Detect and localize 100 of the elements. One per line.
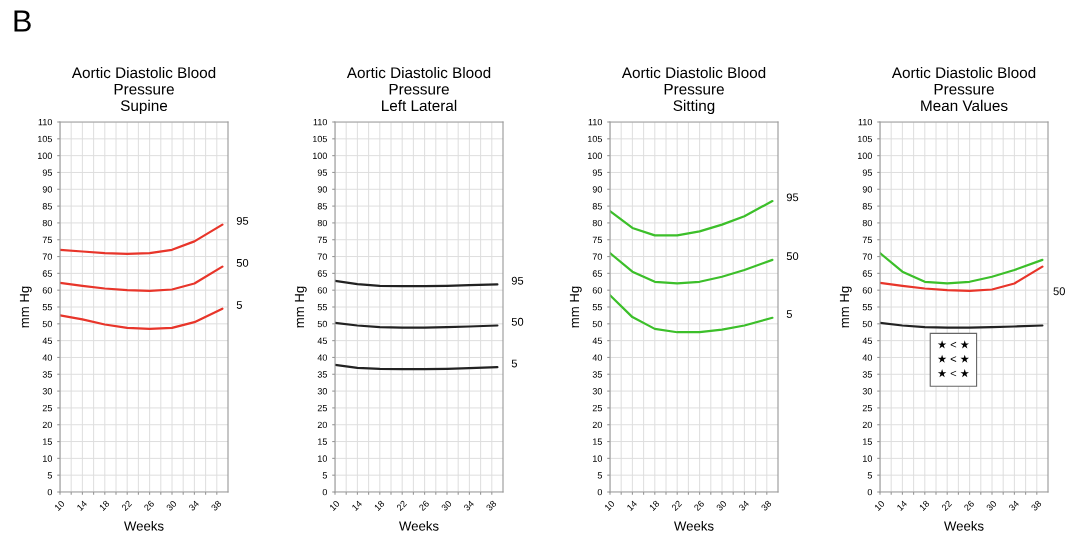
series-label: 5 — [511, 359, 517, 368]
y-tick-label: 65 — [862, 270, 872, 277]
y-tick-label: 50 — [862, 320, 873, 328]
x-tick-label: 18 — [98, 500, 110, 511]
line-series — [60, 307, 224, 330]
y-tick-label: 80 — [317, 219, 328, 227]
line-series — [610, 199, 774, 237]
y-tick-label: 85 — [317, 203, 327, 210]
y-tick-label: 85 — [42, 203, 52, 210]
y-axis-title: mm Hg — [294, 286, 307, 328]
x-tick-label: 26 — [418, 500, 430, 512]
series-label: 50 — [236, 258, 249, 267]
y-tick-label: 100 — [587, 152, 603, 159]
y-tick-label: 60 — [317, 287, 328, 294]
y-axis-title: mm Hg — [569, 286, 582, 328]
y-tick-label: 70 — [317, 253, 328, 260]
y-tick-label: 25 — [862, 404, 872, 412]
y-tick-label: 95 — [862, 169, 872, 176]
y-tick-label: 25 — [42, 404, 52, 412]
series-label: 50 — [511, 317, 524, 326]
y-tick-label: 35 — [317, 371, 327, 378]
y-tick-label: 15 — [863, 438, 872, 445]
x-tick-label: 34 — [463, 499, 475, 512]
text: 50 — [1053, 287, 1065, 296]
x-tick-label: 14 — [76, 500, 88, 511]
x-tick-label: 10 — [54, 500, 66, 511]
y-tick-label: 60 — [862, 287, 873, 294]
y-tick-label: 40 — [317, 354, 328, 361]
y-tick-label: 55 — [592, 304, 602, 311]
series-label: 95 — [236, 216, 249, 225]
y-tick-label: 0 — [47, 488, 53, 496]
x-tick-label: 22 — [671, 500, 683, 512]
y-tick-label: 90 — [317, 186, 328, 193]
chart-title: Aortic Diastolic Blood Pressure Left Lateral — [346, 66, 491, 112]
y-tick-label: 110 — [38, 118, 53, 126]
y-tick-label: 90 — [592, 186, 603, 193]
x-tick-label: 26 — [963, 500, 975, 512]
y-tick-label: 55 — [317, 304, 327, 311]
y-tick-label: 50 — [42, 320, 53, 328]
x-tick-label: 10 — [329, 500, 341, 511]
y-tick-label: 50 — [592, 320, 603, 328]
y-tick-label: 10 — [318, 455, 328, 462]
y-tick-label: 15 — [318, 438, 327, 445]
y-tick-label: 25 — [317, 404, 327, 412]
y-tick-label: 35 — [862, 371, 872, 378]
y-tick-label: 100 — [37, 152, 53, 159]
y-tick-label: 10 — [593, 455, 603, 462]
y-tick-label: 0 — [867, 488, 873, 496]
x-tick-label: 30 — [165, 500, 178, 512]
y-tick-label: 90 — [862, 186, 873, 193]
x-tick-label: 10 — [604, 500, 616, 511]
y-tick-label: 35 — [592, 371, 602, 378]
x-tick-label: 38 — [760, 500, 772, 512]
y-tick-label: 105 — [857, 135, 872, 143]
y-tick-label: 20 — [592, 421, 603, 429]
x-axis-title: Weeks — [399, 521, 439, 531]
y-tick-label: 55 — [862, 304, 872, 311]
y-tick-label: 70 — [42, 253, 53, 260]
x-axis-title: Weeks — [124, 521, 164, 531]
series-label: 5 — [236, 301, 242, 309]
y-tick-label: 80 — [592, 219, 603, 227]
x-tick-label: 38 — [1030, 500, 1042, 512]
y-tick-label: 45 — [42, 337, 52, 344]
y-tick-label: 75 — [42, 236, 52, 244]
y-tick-label: 105 — [587, 135, 602, 143]
y-tick-label: 75 — [317, 236, 327, 244]
x-tick-label: 26 — [693, 500, 705, 512]
chart-title: Aortic Diastolic Blood Pressure Sitting — [621, 66, 766, 115]
y-tick-label: 30 — [592, 388, 603, 395]
line-series — [880, 252, 1044, 285]
y-tick-label: 10 — [863, 455, 873, 462]
y-tick-label: 30 — [862, 388, 873, 395]
chart-title: Aortic Diastolic Blood Pressure Mean Values — [891, 66, 1036, 112]
y-tick-label: 40 — [862, 354, 873, 361]
x-tick-label: 10 — [874, 500, 886, 511]
x-tick-label: 34 — [188, 499, 200, 512]
x-tick-label: 22 — [941, 500, 953, 512]
x-tick-label: 22 — [396, 500, 408, 512]
y-tick-label: 85 — [862, 203, 872, 210]
line-series — [60, 223, 224, 255]
y-tick-label: 45 — [592, 337, 602, 344]
line-series — [610, 252, 774, 285]
y-axis-title: mm Hg — [19, 286, 32, 328]
y-tick-label: 100 — [857, 152, 873, 159]
x-tick-label: 38 — [485, 500, 497, 512]
x-tick-label: 18 — [918, 500, 930, 511]
y-tick-label: 35 — [42, 371, 52, 378]
y-tick-label: 20 — [317, 421, 328, 429]
x-tick-label: 14 — [351, 500, 363, 511]
annotation: ★ < ★ ★ < ★ ★ < ★ — [937, 340, 969, 378]
y-tick-label: 45 — [317, 337, 327, 344]
series-label: 50 — [786, 252, 799, 261]
y-tick-label: 40 — [42, 354, 53, 361]
y-tick-label: 110 — [588, 118, 603, 126]
y-tick-label: 95 — [317, 169, 327, 176]
y-tick-label: 70 — [862, 253, 873, 260]
series-label: 5 — [786, 310, 792, 318]
y-tick-label: 95 — [592, 169, 602, 176]
y-tick-label: 20 — [862, 421, 873, 429]
y-tick-label: 70 — [592, 253, 603, 260]
